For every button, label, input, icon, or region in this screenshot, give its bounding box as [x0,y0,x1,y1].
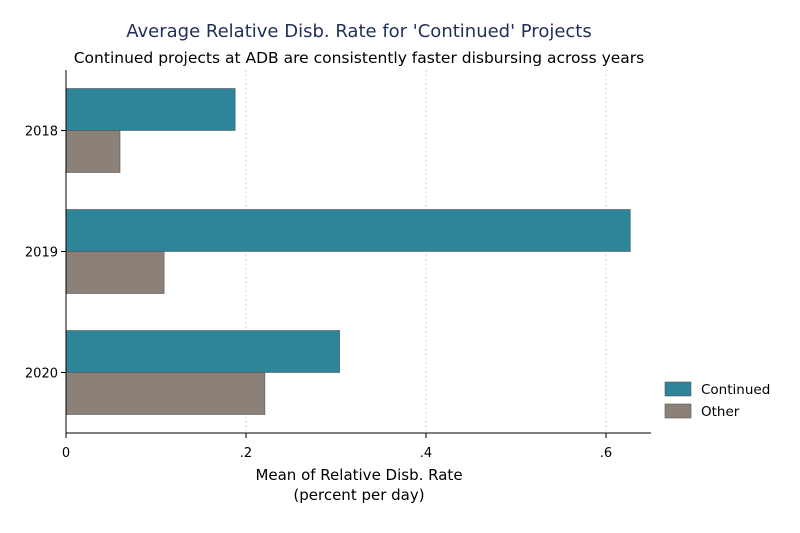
x-tick-label: .2 [240,446,252,461]
y-tick-label: 2018 [25,125,58,140]
x-axis-title-line-1: Mean of Relative Disb. Rate [255,466,462,484]
x-tick-labels: 0 .2 .4 .6 [62,433,612,461]
x-tick-label: 0 [62,446,70,461]
x-axis-title-line-2: (percent per day) [293,486,424,504]
legend-swatch-continued [664,381,692,397]
y-tick-label: 2019 [25,246,58,261]
chart-title: Average Relative Disb. Rate for 'Continu… [126,21,591,42]
bar-continued-2018 [65,88,236,131]
y-tick-label: 2020 [25,367,58,382]
bar-other-2018 [65,130,121,173]
bars [65,88,631,415]
bar-other-2019 [65,251,165,294]
x-tick-label: .4 [420,446,432,461]
chart-subtitle: Continued projects at ADB are consistent… [74,49,645,67]
legend-label-continued: Continued [701,382,770,398]
legend: Continued Other [664,381,770,420]
bar-continued-2020 [65,330,340,373]
x-tick-label: .6 [600,446,612,461]
y-tick-labels: 2018 2019 2020 [25,125,66,382]
bar-other-2020 [65,372,266,415]
legend-swatch-other [664,403,692,419]
legend-label-other: Other [701,404,740,420]
bar-continued-2019 [65,209,631,252]
